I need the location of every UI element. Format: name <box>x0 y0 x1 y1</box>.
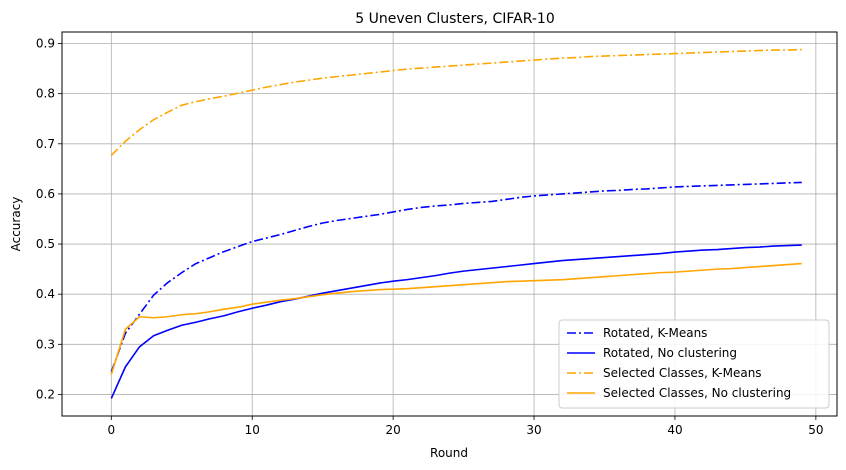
series-line-3 <box>110 48 802 156</box>
legend-label-1: Rotated, K-Means <box>603 326 707 340</box>
legend-label-3: Selected Classes, K-Means <box>603 366 762 380</box>
x-tick-label: 20 <box>385 423 400 437</box>
x-axis-ticks: 0 10 20 30 40 50 <box>107 416 824 437</box>
y-tick-label: 0.4 <box>36 287 55 301</box>
x-tick-label: 10 <box>245 423 260 437</box>
legend-label-2: Rotated, No clustering <box>603 346 737 360</box>
series-layer <box>110 48 802 399</box>
y-axis-ticks: 0.2 0.3 0.4 0.5 0.6 0.7 0.8 0.9 <box>36 37 62 401</box>
series-line-4 <box>110 262 802 375</box>
y-tick-label: 0.3 <box>36 337 55 351</box>
legend: Rotated, K-Means Rotated, No clustering Se… <box>558 319 830 409</box>
y-tick-label: 0.9 <box>36 37 55 51</box>
legend-box <box>558 319 830 409</box>
chart-title: 5 Uneven Clusters, CIFAR-10 <box>355 11 554 27</box>
y-tick-label: 0.8 <box>36 87 55 101</box>
plot-area-frame <box>61 31 838 417</box>
y-tick-label: 0.7 <box>36 137 55 151</box>
x-tick-label: 50 <box>808 423 823 437</box>
series-line-2 <box>110 244 802 399</box>
y-tick-label: 0.5 <box>36 237 55 251</box>
y-tick-label: 0.2 <box>36 387 55 401</box>
series-line-1 <box>110 181 802 373</box>
legend-label-4: Selected Classes, No clustering <box>603 386 791 400</box>
x-axis-label: Round <box>430 446 468 460</box>
y-axis-label: Accuracy <box>9 197 23 252</box>
x-tick-label: 30 <box>526 423 541 437</box>
y-tick-label: 0.6 <box>36 187 55 201</box>
x-tick-label: 40 <box>667 423 682 437</box>
x-tick-label: 0 <box>107 423 115 437</box>
